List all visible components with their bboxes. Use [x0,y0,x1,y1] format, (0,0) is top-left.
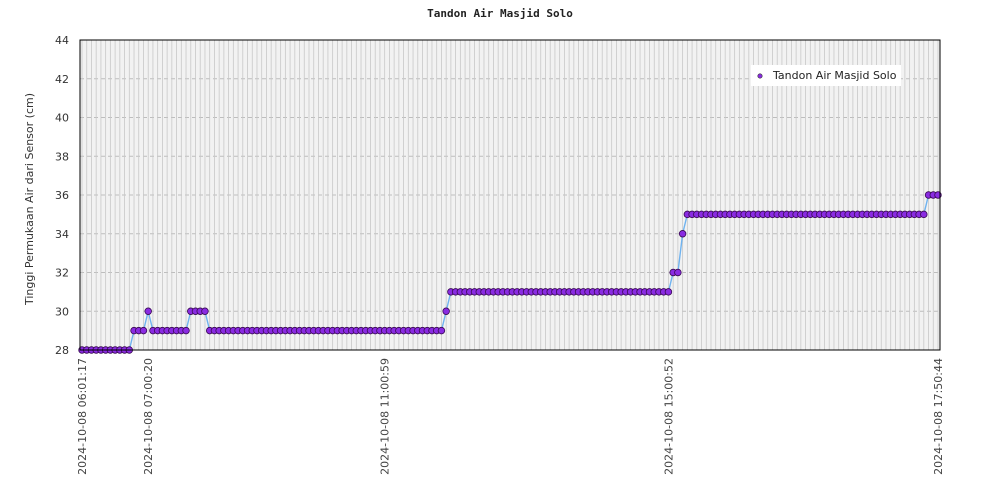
legend-marker [757,73,763,79]
legend: Tandon Air Masjid Solo [751,65,901,86]
y-tick-label: 44 [55,34,69,47]
vertical-grid [81,40,939,350]
y-tick-label: 42 [55,73,69,86]
y-tick-label: 30 [55,305,69,318]
data-point [182,326,190,335]
y-axis-ticks: 28 30 32 34 36 38 40 42 44 [55,34,69,357]
x-tick-label: 2024-10-08 15:00:52 [662,358,675,475]
legend-box [751,65,901,86]
y-tick-label: 38 [55,150,69,163]
x-tick-label: 2024-10-08 07:00:20 [142,358,155,475]
data-point [664,288,673,296]
y-tick-label: 28 [55,344,69,357]
x-axis-ticks: 2024-10-08 06:01:17 2024-10-08 07:00:20 20… [76,358,945,475]
data-point [674,268,682,277]
y-tick-label: 32 [55,267,69,280]
series-points-group [78,191,942,354]
y-tick-label: 34 [55,228,69,241]
x-tick-label: 2024-10-08 11:00:59 [379,358,392,475]
data-point [139,326,148,335]
data-point [437,326,446,335]
legend-label: Tandon Air Masjid Solo [772,69,897,82]
x-tick-label: 2024-10-08 06:01:17 [76,358,89,475]
x-tick-label-last: 2024-10-08 17:50:44 [932,358,945,475]
chart-title: Tandon Air Masjid Solo [427,7,573,20]
data-point [442,307,450,315]
y-tick-label: 36 [55,189,69,202]
data-point [678,230,687,238]
plot-frame [79,39,941,351]
data-point [201,307,209,315]
y-tick-label: 40 [55,112,69,125]
y-axis-label: Tinggi Permukaan Air dari Sensor (cm) [23,93,36,306]
data-point [144,307,152,315]
data-point [920,210,928,219]
